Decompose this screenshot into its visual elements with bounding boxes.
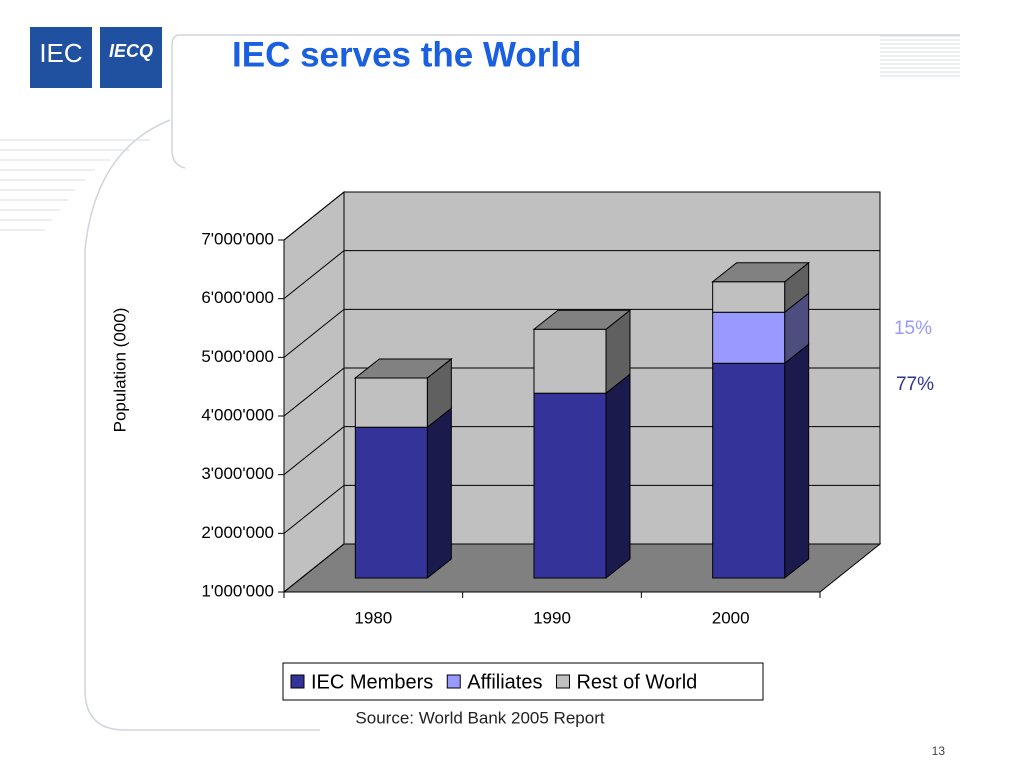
- y-tick-label: 6'000'000: [201, 288, 274, 307]
- x-tick-label: 2000: [712, 608, 750, 627]
- legend-swatch: [555, 674, 570, 689]
- logo-iecq: [100, 27, 162, 88]
- y-tick-label: 1'000'000: [201, 581, 274, 600]
- y-tick-label: 4'000'000: [201, 405, 274, 424]
- bar-side: [605, 373, 631, 580]
- logo-text: IEC: [39, 38, 82, 68]
- page-number: 13: [932, 744, 946, 758]
- bar: [712, 311, 786, 364]
- bar: [712, 362, 786, 579]
- y-tick-label: 2'000'000: [201, 523, 274, 542]
- legend-box: [282, 662, 764, 701]
- grid-line: [283, 484, 880, 534]
- y-axis-label: Population (000): [110, 308, 129, 433]
- bar: [712, 281, 786, 313]
- annotation: 77%: [896, 374, 934, 395]
- stripes: [0, 35, 960, 231]
- y-tick-label: 3'000'000: [201, 464, 274, 483]
- bar-top: [353, 358, 453, 379]
- bar: [354, 377, 428, 428]
- legend-label: IEC Members: [311, 671, 433, 693]
- logo-iec: [30, 27, 92, 88]
- grid-line: [283, 543, 880, 593]
- slide-frame: [84, 34, 960, 731]
- grid-line: [283, 367, 880, 417]
- legend-swatch: [290, 674, 305, 689]
- legend-label: Affiliates: [467, 671, 542, 693]
- bar-side: [426, 407, 452, 580]
- bar: [533, 392, 607, 579]
- legend-swatch: [446, 674, 461, 689]
- chart-title: IEC serves the World: [232, 35, 581, 74]
- grid-line: [283, 426, 880, 476]
- plot: 1'000'000 2'000'000 3'000'000 4'000'000 5'00…: [201, 190, 934, 701]
- grid-line: [283, 191, 880, 241]
- x-tick-label: 1990: [533, 608, 571, 627]
- y-tick-label: 5'000'000: [201, 347, 274, 366]
- x-tick-label: 1980: [354, 608, 392, 627]
- legend-label: Rest of World: [576, 671, 697, 693]
- bar: [533, 328, 607, 394]
- bar-top: [532, 309, 632, 330]
- logo-text: IECQ: [109, 41, 153, 61]
- source: Source: World Bank 2005 Report: [355, 708, 604, 727]
- bar: [354, 426, 428, 579]
- annotation: 15%: [894, 318, 932, 339]
- bar-side: [784, 343, 810, 580]
- y-tick-label: 7'000'000: [201, 229, 274, 248]
- grid-line: [283, 308, 880, 358]
- legend: IEC Members Affiliates Rest of World: [282, 662, 764, 701]
- grid-line: [283, 250, 880, 300]
- bar-top: [711, 262, 811, 283]
